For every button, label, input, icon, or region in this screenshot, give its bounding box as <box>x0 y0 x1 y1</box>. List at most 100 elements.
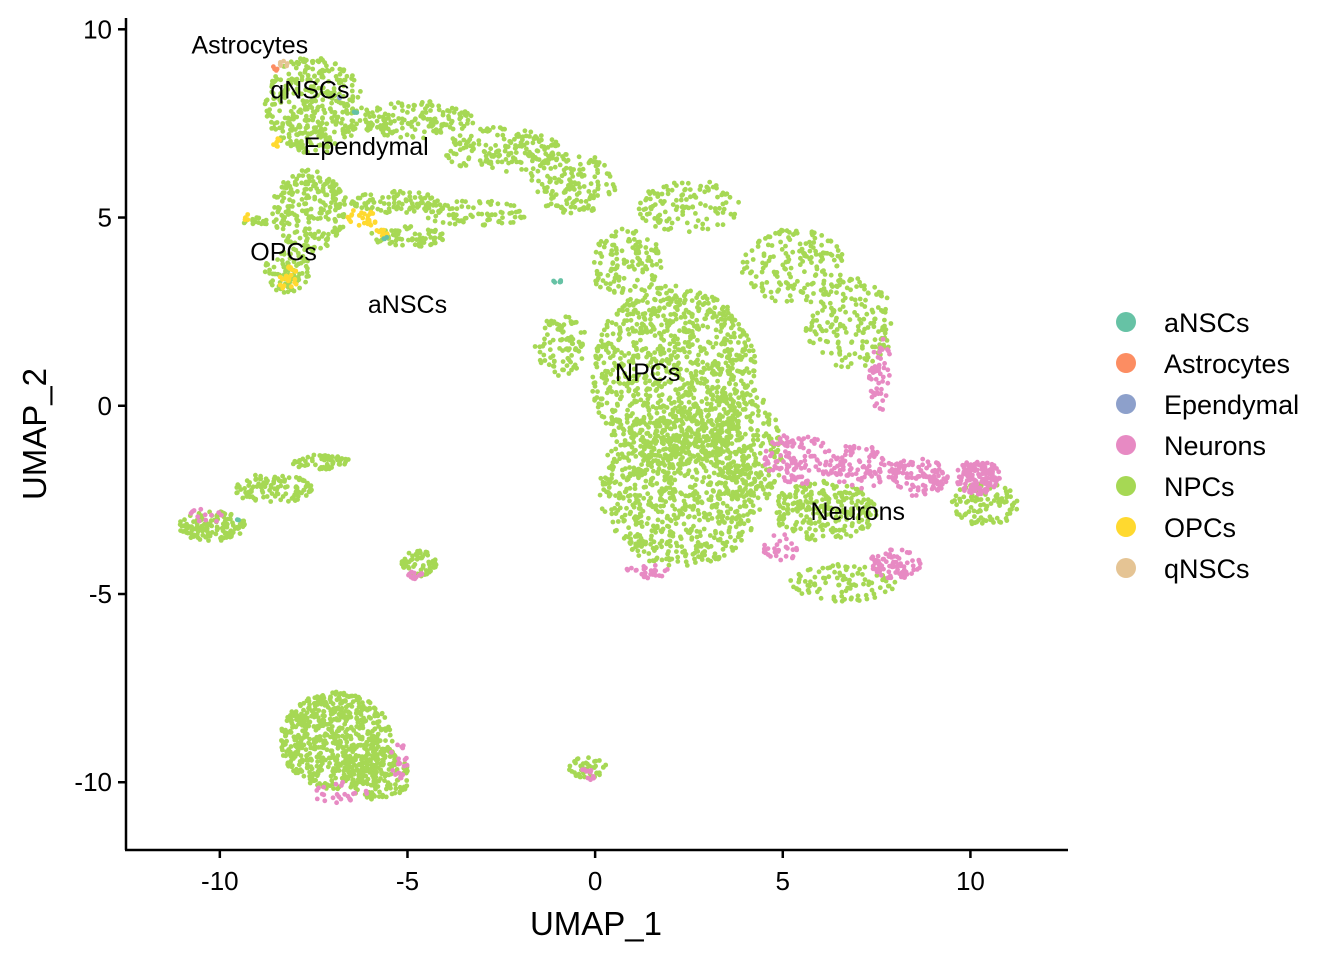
point-npcs <box>453 106 459 112</box>
point-npcs <box>289 210 295 216</box>
point-npcs <box>270 91 276 96</box>
point-npcs <box>815 310 820 316</box>
point-npcs <box>423 106 428 112</box>
point-npcs <box>741 330 747 335</box>
point-npcs <box>653 242 659 247</box>
point-npcs <box>852 310 857 315</box>
point-npcs <box>269 491 275 496</box>
point-npcs <box>531 136 537 141</box>
point-npcs <box>414 201 420 207</box>
point-npcs <box>663 499 669 505</box>
point-npcs <box>270 211 275 217</box>
point-npcs <box>375 124 380 130</box>
point-npcs <box>868 321 874 326</box>
point-npcs <box>844 490 849 496</box>
point-npcs <box>783 243 788 249</box>
point-npcs <box>620 305 626 310</box>
point-npcs <box>294 114 300 120</box>
point-npcs <box>223 530 229 536</box>
point-npcs <box>729 519 734 525</box>
point-npcs <box>711 470 717 476</box>
point-npcs <box>323 214 329 220</box>
point-npcs <box>798 526 803 532</box>
point-npcs <box>350 118 356 124</box>
point-npcs <box>547 176 553 182</box>
point-npcs <box>332 129 337 135</box>
point-npcs <box>647 284 652 290</box>
point-npcs <box>319 456 324 462</box>
point-npcs <box>321 207 326 213</box>
point-npcs <box>320 57 325 63</box>
point-npcs <box>643 264 648 269</box>
point-npcs <box>432 240 438 246</box>
point-npcs <box>790 501 796 507</box>
point-npcs <box>958 499 963 504</box>
point-npcs <box>459 204 465 209</box>
point-npcs <box>784 228 790 234</box>
point-npcs <box>512 214 518 220</box>
point-npcs <box>769 295 775 301</box>
point-npcs <box>638 418 644 424</box>
point-npcs <box>723 200 729 206</box>
point-npcs <box>330 185 336 191</box>
point-npcs <box>363 119 369 125</box>
point-npcs <box>686 399 692 405</box>
point-npcs <box>626 388 632 394</box>
point-npcs <box>425 227 431 233</box>
point-npcs <box>513 209 519 215</box>
point-npcs <box>799 591 805 596</box>
point-npcs <box>679 180 685 186</box>
point-npcs <box>320 67 325 73</box>
point-npcs <box>566 314 572 320</box>
point-npcs <box>831 257 837 263</box>
point-npcs <box>394 235 400 241</box>
point-npcs <box>432 218 438 224</box>
point-npcs <box>695 508 701 513</box>
point-npcs <box>743 431 748 437</box>
point-npcs <box>717 537 723 543</box>
point-npcs <box>627 465 632 470</box>
point-npcs <box>665 470 671 476</box>
point-npcs <box>686 449 692 455</box>
point-npcs <box>828 272 834 278</box>
point-npcs <box>405 121 411 126</box>
point-npcs <box>705 442 711 448</box>
point-npcs <box>368 192 374 198</box>
point-npcs <box>310 109 316 114</box>
point-npcs <box>300 142 305 148</box>
point-npcs <box>882 317 887 323</box>
point-npcs <box>427 99 433 105</box>
point-npcs <box>421 240 427 246</box>
point-npcs <box>811 291 816 296</box>
point-npcs <box>568 178 573 184</box>
point-npcs <box>610 331 616 337</box>
point-npcs <box>749 398 755 404</box>
point-npcs <box>439 236 445 242</box>
point-npcs <box>659 544 664 550</box>
point-npcs <box>375 105 380 111</box>
point-npcs <box>669 220 675 226</box>
point-npcs <box>493 143 498 148</box>
point-npcs <box>513 150 519 156</box>
point-npcs <box>697 344 703 350</box>
point-npcs <box>406 104 411 109</box>
point-npcs <box>330 459 336 465</box>
point-npcs <box>755 240 761 245</box>
point-npcs <box>286 475 292 481</box>
point-npcs <box>629 263 635 269</box>
point-npcs <box>674 443 679 449</box>
point-npcs <box>755 484 760 489</box>
point-npcs <box>694 496 700 502</box>
point-npcs <box>643 392 649 398</box>
point-npcs <box>560 329 565 335</box>
point-npcs <box>624 259 630 264</box>
point-npcs <box>609 448 614 454</box>
point-npcs <box>736 369 742 374</box>
point-npcs <box>633 422 639 427</box>
point-npcs <box>277 125 282 131</box>
point-npcs <box>402 224 408 230</box>
point-npcs <box>438 130 444 135</box>
point-npcs <box>611 464 616 470</box>
point-npcs <box>844 483 850 489</box>
point-npcs <box>541 352 547 358</box>
